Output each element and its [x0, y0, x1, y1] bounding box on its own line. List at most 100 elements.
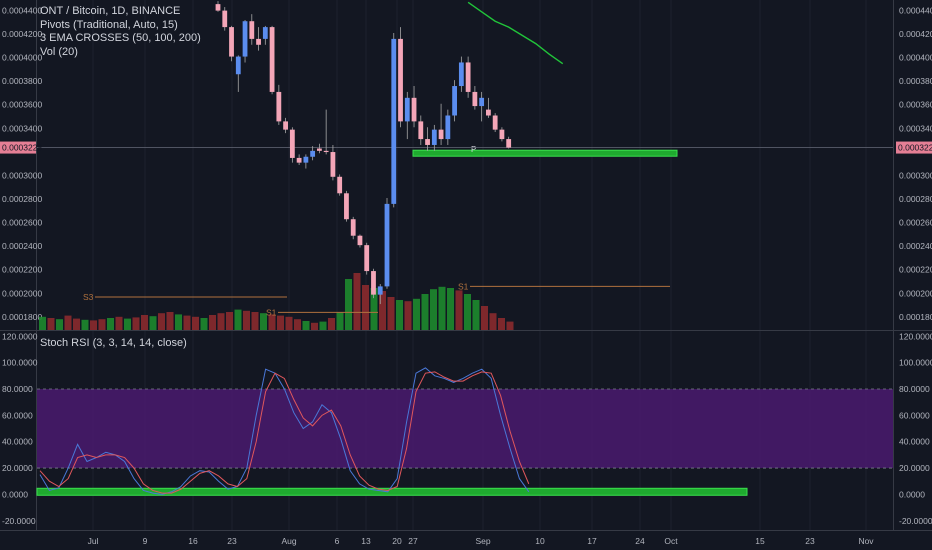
volume-bar	[277, 315, 284, 330]
ema-line	[467, 1, 564, 65]
pivot-label: S1	[458, 281, 469, 291]
volume-bar	[489, 313, 497, 330]
candle-body	[479, 97, 485, 107]
volume-bar	[217, 313, 225, 330]
volume-bar	[183, 315, 191, 330]
price-tick-label-right: 0.0003600	[899, 100, 932, 110]
price-tick-label-right: 0.0002600	[899, 218, 932, 228]
candle-body	[337, 176, 343, 194]
price-tick-label-right: 0.0004200	[899, 29, 932, 39]
legend-volume: Vol (20)	[40, 45, 78, 58]
time-tick-label: 10	[535, 536, 545, 546]
candle-body	[249, 21, 255, 39]
pivot-label: S1	[266, 307, 277, 317]
candle-body	[418, 121, 424, 140]
candle-body	[256, 38, 261, 45]
candle-body	[384, 203, 390, 287]
volume-bar	[149, 316, 157, 330]
candle-body	[242, 21, 248, 57]
time-tick-label: 24	[635, 536, 645, 546]
candle-body	[371, 271, 376, 295]
support-zone-label: P	[471, 145, 476, 154]
last-price-label: 0.0003228	[2, 143, 42, 153]
volume-bar	[166, 312, 174, 330]
price-tick-label-right: 0.0002800	[899, 194, 932, 204]
price-tick-label-right: 0.0001800	[899, 312, 932, 322]
time-tick-label: Aug	[281, 536, 296, 546]
volume-bar	[362, 285, 369, 330]
candle-body	[377, 286, 383, 295]
candle-body	[262, 27, 268, 39]
candle-body	[506, 139, 512, 148]
volume-bar	[115, 316, 123, 330]
stoch-tick-label-left: 60.0000	[2, 410, 33, 420]
stoch-k-line	[39, 367, 530, 495]
candle-body	[425, 139, 430, 145]
legend-ema: 3 EMA CROSSES (50, 100, 200)	[40, 32, 201, 44]
price-tick-label-left: 0.0003800	[2, 76, 42, 86]
price-badge-left	[0, 141, 36, 154]
main-legend: ONT / Bitcoin, 1D, BINANCE Pivots (Tradi…	[40, 5, 201, 59]
price-tick-label-right: 0.0002000	[899, 288, 932, 298]
price-tick-label-left: 0.0002800	[2, 194, 42, 204]
volume-bar	[481, 306, 488, 330]
volume-bar	[90, 320, 97, 330]
last-price-label: 0.0003228	[898, 143, 932, 153]
volume-bar	[413, 298, 420, 330]
stoch-tick-label-right: 120.0000	[899, 331, 932, 341]
candle-body	[229, 27, 234, 57]
candle-body	[215, 4, 221, 11]
volume-bar	[455, 290, 463, 330]
stoch-tick-label-right: 40.0000	[899, 437, 930, 447]
stoch-tick-label-left: 20.0000	[2, 463, 33, 473]
volume-bar	[251, 312, 259, 330]
price-tick-label-left: 0.0004000	[2, 53, 42, 63]
price-tick-label-right: 0.0002400	[899, 241, 932, 251]
volume-bar	[124, 318, 131, 330]
volume-bar	[404, 301, 412, 330]
volume-bar	[268, 314, 276, 330]
volume-bar	[498, 318, 505, 330]
time-tick-label: 20	[392, 536, 402, 546]
stoch-tick-label-left: 0.0000	[2, 489, 28, 499]
time-tick-label: 15	[755, 536, 765, 546]
price-tick-label-left: 0.0003000	[2, 170, 42, 180]
volume-bar	[302, 321, 310, 330]
stoch-tick-label-left: 100.0000	[2, 358, 38, 368]
volume-bar	[107, 318, 114, 330]
candle-body	[472, 91, 478, 107]
time-tick-label: Nov	[858, 536, 874, 546]
volume-bar	[311, 322, 318, 330]
volume-bar	[319, 321, 327, 330]
candle-body	[492, 115, 498, 130]
volume-bar	[243, 310, 250, 330]
volume-bar	[39, 316, 46, 330]
candle-body	[445, 115, 451, 140]
volume-bar	[345, 279, 352, 330]
price-tick-label-right: 0.0003400	[899, 123, 932, 133]
price-tick-label-right: 0.0003000	[899, 170, 932, 180]
volume-bar	[438, 286, 446, 330]
stoch-tick-label-right: 100.0000	[899, 358, 932, 368]
stoch-zone	[36, 487, 748, 496]
volume-bar	[141, 315, 148, 330]
time-tick-label: 27	[408, 536, 418, 546]
time-tick-label: Oct	[664, 536, 678, 546]
candle-body	[310, 150, 316, 157]
volume-bar	[285, 316, 293, 330]
stoch-tick-label-right: 0.0000	[899, 489, 925, 499]
volume-bar	[353, 273, 361, 330]
volume-bar	[336, 312, 344, 330]
price-tick-label-left: 0.0003600	[2, 100, 42, 110]
volume-bar	[421, 294, 429, 330]
candle-body	[357, 235, 363, 246]
stoch-tick-label-left: -20.0000	[2, 516, 36, 526]
candle-body	[269, 27, 275, 92]
time-tick-label: Sep	[475, 536, 490, 546]
volume-bar	[328, 318, 335, 330]
volume-bar	[132, 317, 140, 330]
time-tick-label: 23	[805, 536, 815, 546]
candle-body	[431, 129, 437, 145]
price-tick-label-left: 0.0002600	[2, 218, 42, 228]
